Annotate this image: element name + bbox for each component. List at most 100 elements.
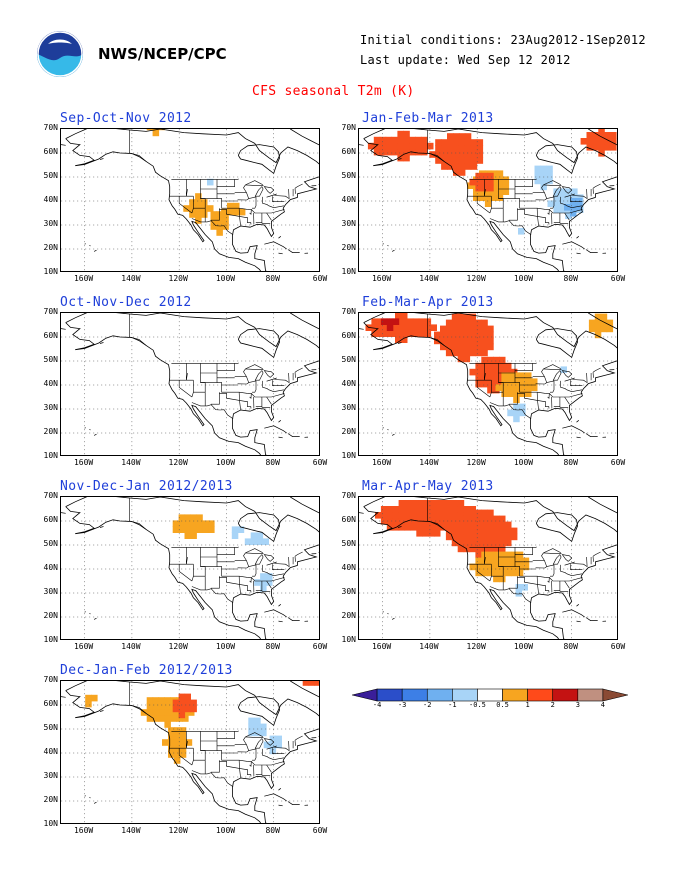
anomaly-region [231, 526, 245, 539]
map-canvas [61, 313, 319, 455]
longitude-tick-label: 120W [466, 458, 486, 467]
latitude-tick-label: 40N [43, 747, 58, 756]
anomaly-region [380, 318, 400, 331]
latitude-tick-label: 30N [43, 587, 58, 596]
latitude-tick-label: 40N [43, 195, 58, 204]
latitude-tick-label: 70N [43, 491, 58, 500]
longitude-tick-label: 60W [610, 274, 626, 283]
colorbar-swatch [452, 688, 478, 702]
longitude-tick-label: 160W [371, 642, 392, 651]
latitude-tick-label: 50N [341, 355, 356, 364]
anomaly-region [534, 165, 553, 191]
latitude-tick-label: 10N [43, 635, 58, 644]
latitude-tick-label: 70N [341, 123, 356, 132]
longitude-tick-label: 80W [265, 826, 280, 835]
anomaly-region [580, 129, 617, 157]
colorbar-label: 3 [575, 701, 580, 709]
longitude-tick-label: 80W [265, 274, 280, 283]
longitude-tick-label: 160W [73, 274, 94, 283]
colorbar-swatch [602, 688, 628, 702]
anomaly-region [515, 584, 528, 597]
forecast-map-panel [358, 496, 618, 640]
latitude-tick-label: 10N [341, 451, 356, 460]
panel-title: Feb-Mar-Apr 2013 [362, 295, 494, 310]
latitude-tick-label: 40N [341, 563, 356, 572]
forecast-map-panel [358, 312, 618, 456]
anomaly-region [244, 532, 269, 545]
anomaly-region [507, 403, 526, 423]
latitude-tick-label: 50N [341, 539, 356, 548]
latitude-tick-label: 30N [341, 403, 356, 412]
longitude-tick-label: 80W [265, 642, 280, 651]
longitude-tick-label: 160W [73, 458, 94, 467]
initial-conditions: Initial conditions: 23Aug2012-1Sep2012 [360, 33, 646, 47]
latitude-tick-label: 50N [43, 723, 58, 732]
longitude-tick-label: 100W [513, 642, 534, 651]
latitude-tick-label: 60N [43, 515, 58, 524]
latitude-tick-label: 30N [43, 771, 58, 780]
anomaly-region [85, 694, 98, 708]
panel-title: Dec-Jan-Feb 2012/2013 [60, 663, 233, 678]
longitude-tick-label: 60W [312, 274, 328, 283]
latitude-tick-label: 40N [341, 195, 356, 204]
longitude-tick-label: 100W [215, 458, 236, 467]
forecast-map-panel [358, 128, 618, 272]
latitude-tick-label: 10N [43, 451, 58, 460]
colorbar-label: 4 [600, 701, 606, 709]
longitude-tick-label: 120W [168, 826, 188, 835]
longitude-tick-label: 140W [419, 642, 439, 651]
latitude-tick-label: 60N [341, 515, 356, 524]
longitude-tick-label: 120W [466, 642, 486, 651]
latitude-tick-label: 10N [43, 267, 58, 276]
latitude-tick-label: 70N [341, 491, 356, 500]
latitude-tick-label: 60N [341, 331, 356, 340]
main-title: CFS seasonal T2m (K) [252, 84, 415, 99]
anomaly-region [172, 693, 197, 719]
longitude-tick-label: 80W [265, 458, 280, 467]
panel-title: Oct-Nov-Dec 2012 [60, 295, 192, 310]
panel-title: Nov-Dec-Jan 2012/2013 [60, 479, 233, 494]
longitude-tick-label: 140W [419, 458, 439, 467]
longitude-tick-label: 120W [168, 642, 188, 651]
latitude-tick-label: 30N [341, 587, 356, 596]
latitude-tick-label: 20N [341, 427, 356, 436]
latitude-tick-label: 50N [43, 539, 58, 548]
longitude-tick-label: 120W [168, 274, 188, 283]
latitude-tick-label: 20N [43, 611, 58, 620]
latitude-tick-label: 70N [43, 123, 58, 132]
anomaly-region [518, 228, 525, 235]
latitude-tick-label: 60N [43, 147, 58, 156]
colorbar-label: 0.5 [496, 701, 509, 709]
anomaly-region [162, 727, 193, 764]
map-canvas [61, 129, 319, 271]
colorbar-swatch [477, 688, 503, 702]
longitude-tick-label: 80W [563, 642, 578, 651]
latitude-tick-label: 10N [341, 635, 356, 644]
longitude-tick-label: 160W [371, 458, 392, 467]
colorbar-swatch [527, 688, 554, 702]
map-canvas [359, 497, 617, 639]
latitude-tick-label: 20N [43, 243, 58, 252]
anomaly-region [429, 133, 484, 176]
map-canvas [61, 497, 319, 639]
longitude-tick-label: 140W [419, 274, 439, 283]
longitude-tick-label: 80W [563, 458, 578, 467]
colorbar-swatch [577, 688, 604, 702]
colorbar-swatch [502, 688, 528, 702]
longitude-tick-label: 100W [513, 458, 534, 467]
latitude-tick-label: 20N [43, 795, 58, 804]
colorbar-swatch [552, 688, 579, 702]
map-canvas [61, 681, 319, 823]
anomaly-region [434, 313, 494, 363]
latitude-tick-label: 20N [341, 611, 356, 620]
colorbar-label: -3 [397, 701, 407, 709]
latitude-tick-label: 60N [341, 147, 356, 156]
longitude-tick-label: 140W [121, 826, 141, 835]
longitude-tick-label: 100W [513, 274, 534, 283]
colorbar-label: -4 [372, 701, 382, 709]
latitude-tick-label: 60N [43, 331, 58, 340]
latitude-tick-label: 40N [43, 379, 58, 388]
longitude-tick-label: 100W [215, 274, 236, 283]
latitude-tick-label: 10N [43, 819, 58, 828]
anomaly-region [495, 372, 538, 403]
